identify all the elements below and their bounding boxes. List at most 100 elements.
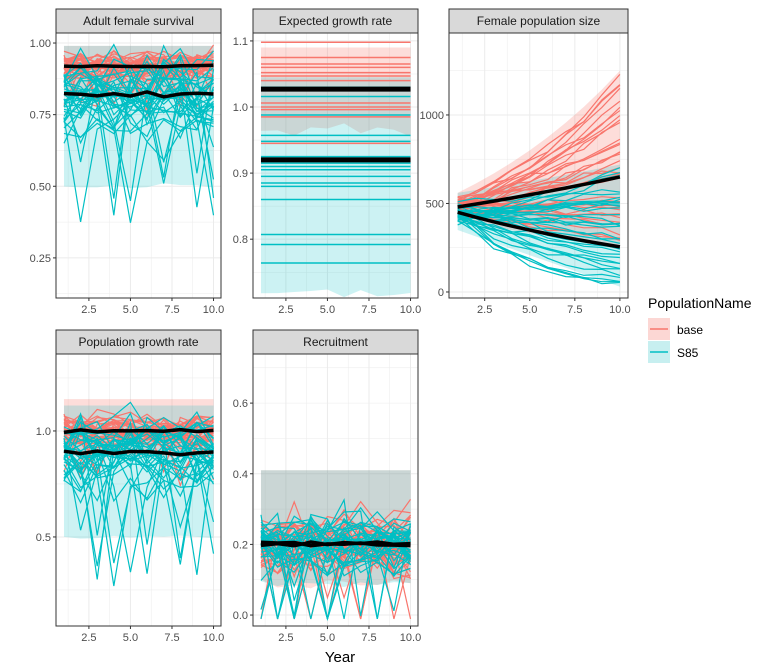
- y-tick-label: 0.6: [233, 398, 248, 410]
- trajectory-s85: [63, 428, 214, 567]
- legend: PopulationName base S85: [648, 295, 752, 363]
- facet-strip: [448, 8, 629, 34]
- trajectory-s85: [63, 98, 214, 223]
- trajectory-s85: [457, 167, 621, 217]
- facet-panel: Female population size 2.5 5.0 7.5 10.0 0 500 1…: [420, 8, 631, 316]
- x-tick-label: 10.0: [609, 304, 630, 316]
- trajectory-s85: [63, 70, 215, 199]
- facet-panel: Adult female survival 2.5 5.0 7.5 10.0 0.25 0.…: [30, 8, 224, 316]
- x-tick-label: 7.5: [164, 304, 179, 316]
- plot-area: [260, 470, 412, 622]
- mean-line-base: [63, 63, 214, 69]
- trajectory-s85: [457, 209, 620, 270]
- x-axis-label: Year: [325, 649, 355, 666]
- trajectory-s85: [63, 450, 214, 500]
- y-tick-label: 0: [438, 287, 444, 299]
- trajectory-s85: [457, 214, 620, 226]
- legend-label-base: base: [677, 323, 703, 337]
- trajectory-base: [457, 209, 620, 225]
- trajectory-base: [457, 87, 621, 207]
- x-tick-label: 5.0: [320, 304, 335, 316]
- trajectory-s85: [457, 211, 620, 283]
- trajectory-s85: [63, 93, 214, 130]
- facet-strip: [55, 8, 222, 34]
- trajectory-s85: [260, 498, 411, 617]
- y-tick-label: 0.8: [233, 234, 248, 246]
- facet-title: Expected growth rate: [279, 14, 393, 28]
- x-tick-label: 5.0: [522, 304, 537, 316]
- facet-title: Recruitment: [303, 335, 368, 349]
- x-tick-label: 2.5: [477, 304, 492, 316]
- legend-title: PopulationName: [648, 295, 752, 311]
- x-tick-label: 5.0: [123, 304, 138, 316]
- trajectory-s85: [457, 196, 621, 213]
- trajectory-s85: [457, 215, 620, 255]
- ribbon-s85: [260, 77, 411, 298]
- trajectory-s85: [63, 43, 214, 90]
- y-tick-label: 0.2: [233, 539, 248, 551]
- y-tick-label: 0.4: [233, 469, 248, 481]
- trajectory-s85: [63, 421, 214, 456]
- facet-panel: Recruitment 2.5 5.0 7.5 10.0 0.0 0.2 0.4 0.6: [233, 329, 421, 644]
- panel-background: [253, 33, 418, 298]
- facet-title: Female population size: [477, 14, 601, 28]
- trajectory-base: [457, 138, 621, 204]
- mean-line-s85: [457, 210, 621, 249]
- trajectory-s85: [63, 420, 215, 545]
- legend-label-s85: S85: [677, 346, 699, 360]
- trajectory-s85: [457, 212, 620, 228]
- trajectory-base: [457, 110, 621, 198]
- x-tick-label: 2.5: [81, 304, 96, 316]
- mean-line-s85: [63, 449, 214, 457]
- trajectory-base: [63, 55, 214, 67]
- facet-strip: [55, 329, 222, 355]
- trajectory-s85: [63, 455, 214, 565]
- trajectory-s85: [457, 200, 620, 212]
- y-tick-label: 0.75: [30, 110, 51, 122]
- y-tick-label: 0.25: [30, 253, 51, 265]
- x-tick-label: 10.0: [203, 632, 224, 644]
- mean-line-base: [457, 175, 621, 209]
- facet-strip: [252, 329, 419, 355]
- trajectory-base: [63, 421, 214, 442]
- mean-line-s85: [260, 540, 411, 548]
- x-tick-label: 7.5: [164, 632, 179, 644]
- y-tick-label: 500: [426, 198, 444, 210]
- mean-line-s85: [63, 90, 214, 99]
- plot-area: [63, 399, 215, 587]
- trajectory-base: [457, 85, 621, 201]
- trajectory-base: [63, 411, 214, 436]
- facet-title: Adult female survival: [83, 14, 194, 28]
- trajectory-s85: [457, 217, 620, 249]
- trajectory-s85: [63, 433, 214, 469]
- y-tick-label: 1.0: [233, 102, 248, 114]
- trajectory-s85: [63, 85, 214, 202]
- plot-area: [260, 41, 411, 298]
- y-tick-label: 0.9: [233, 168, 248, 180]
- trajectory-s85: [63, 58, 214, 93]
- trajectory-base: [457, 151, 621, 203]
- panel-background: [56, 354, 221, 626]
- trajectory-s85: [63, 444, 215, 575]
- mean-line-base: [63, 427, 214, 435]
- plot-area: [63, 43, 215, 223]
- trajectory-s85: [457, 207, 621, 276]
- x-tick-label: 10.0: [400, 632, 421, 644]
- x-tick-label: 2.5: [81, 632, 96, 644]
- x-tick-label: 7.5: [361, 632, 376, 644]
- y-tick-label: 1.00: [30, 38, 51, 50]
- trajectory-s85: [260, 521, 411, 535]
- plot-area: [457, 70, 621, 287]
- trajectory-s85: [457, 220, 621, 265]
- facet-strip: [252, 8, 419, 34]
- trajectory-s85: [457, 213, 620, 219]
- y-tick-label: 0.0: [233, 610, 248, 622]
- trajectory-s85: [63, 412, 214, 464]
- y-tick-label: 1.1: [233, 36, 248, 48]
- y-tick-label: 1.0: [36, 426, 51, 438]
- x-tick-label: 5.0: [123, 632, 138, 644]
- x-tick-label: 10.0: [400, 304, 421, 316]
- trajectory-s85: [260, 525, 411, 558]
- x-tick-label: 2.5: [278, 304, 293, 316]
- trajectory-s85: [63, 448, 214, 503]
